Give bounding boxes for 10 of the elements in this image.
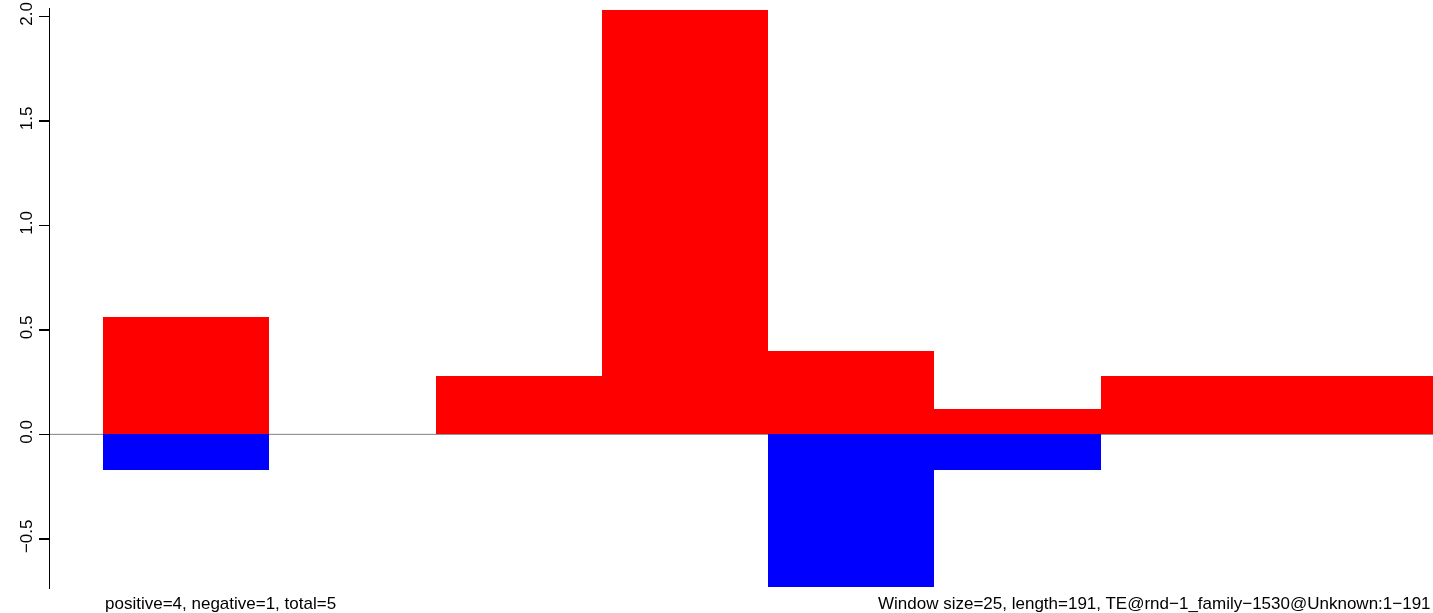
bar [103, 434, 270, 470]
y-tick-label: −0.5 [16, 519, 36, 554]
text: Window size=25, length=191, TE@rnd−1_family−1530@Unknown:1−191 [878, 594, 1431, 613]
y-tick-label: 0.0 [16, 419, 36, 444]
y-tick-label: 2.0 [16, 1, 36, 26]
bar [103, 317, 270, 435]
y-tick-label: 0.5 [16, 315, 36, 340]
text: positive=4, negative=1, total=5 [105, 594, 337, 613]
y-tick-label: 1.5 [16, 106, 36, 131]
y-tick-label: 1.0 [16, 210, 36, 235]
